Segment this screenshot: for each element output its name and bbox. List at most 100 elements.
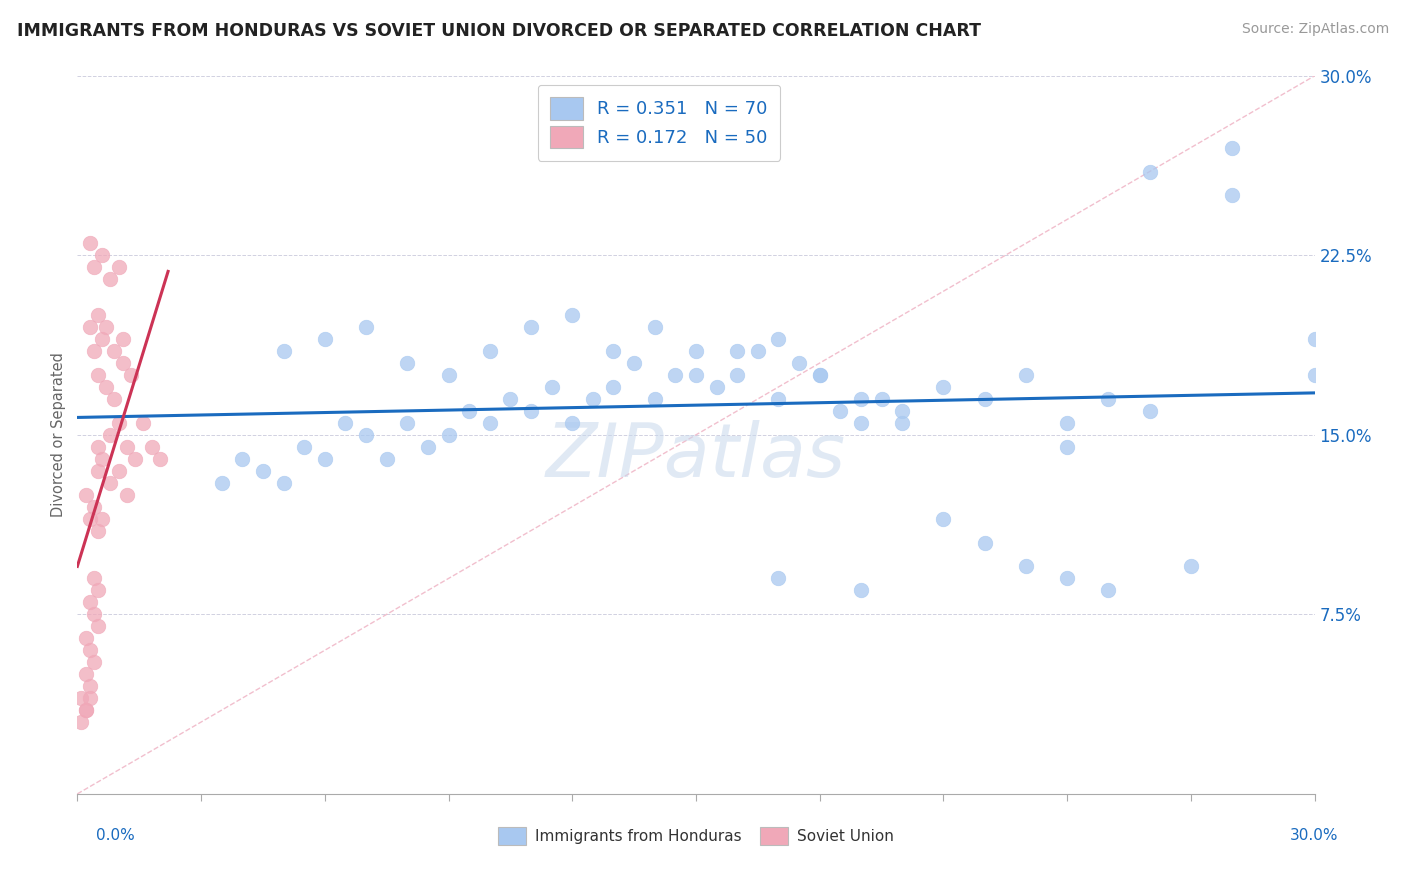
Point — [83, 260, 105, 275]
Point — [1097, 392, 1119, 406]
Point — [375, 451, 398, 466]
Point — [87, 464, 110, 478]
Point — [107, 260, 129, 275]
Point — [520, 404, 543, 418]
Point — [685, 368, 707, 382]
Point — [891, 416, 914, 430]
Point — [1015, 368, 1038, 382]
Point — [644, 320, 666, 334]
Point — [87, 308, 110, 322]
Point — [870, 392, 893, 406]
Point — [849, 392, 872, 406]
Point — [98, 272, 121, 286]
Point — [211, 475, 233, 490]
Text: ZIPatlas: ZIPatlas — [546, 420, 846, 492]
Point — [111, 332, 134, 346]
Point — [292, 440, 315, 454]
Point — [79, 595, 101, 609]
Point — [75, 488, 97, 502]
Text: 30.0%: 30.0% — [1291, 828, 1339, 843]
Point — [124, 451, 146, 466]
Point — [83, 655, 105, 669]
Point — [561, 416, 583, 430]
Point — [520, 320, 543, 334]
Point — [540, 380, 562, 394]
Point — [79, 679, 101, 693]
Point — [83, 607, 105, 622]
Point — [314, 332, 336, 346]
Point — [664, 368, 686, 382]
Point — [725, 344, 748, 359]
Point — [91, 248, 114, 262]
Point — [98, 427, 121, 442]
Point — [1303, 332, 1326, 346]
Point — [87, 524, 110, 538]
Point — [107, 464, 129, 478]
Point — [273, 344, 295, 359]
Point — [79, 691, 101, 706]
Point — [768, 332, 790, 346]
Point — [70, 715, 93, 730]
Point — [437, 427, 460, 442]
Text: IMMIGRANTS FROM HONDURAS VS SOVIET UNION DIVORCED OR SEPARATED CORRELATION CHART: IMMIGRANTS FROM HONDURAS VS SOVIET UNION… — [17, 22, 981, 40]
Point — [1220, 140, 1243, 154]
Point — [75, 703, 97, 717]
Point — [120, 368, 142, 382]
Point — [396, 356, 419, 370]
Point — [96, 380, 118, 394]
Point — [849, 416, 872, 430]
Point — [808, 368, 831, 382]
Point — [602, 380, 624, 394]
Point — [115, 488, 138, 502]
Point — [79, 320, 101, 334]
Point — [87, 368, 110, 382]
Point — [111, 356, 134, 370]
Point — [75, 703, 97, 717]
Point — [1139, 164, 1161, 178]
Point — [830, 404, 852, 418]
Point — [768, 571, 790, 585]
Point — [1220, 188, 1243, 202]
Point — [252, 464, 274, 478]
Point — [932, 511, 955, 525]
Point — [416, 440, 439, 454]
Point — [1056, 416, 1078, 430]
Text: 0.0%: 0.0% — [96, 828, 135, 843]
Point — [83, 571, 105, 585]
Point — [335, 416, 357, 430]
Point — [98, 475, 121, 490]
Legend: Immigrants from Honduras, Soviet Union: Immigrants from Honduras, Soviet Union — [489, 817, 903, 855]
Point — [70, 691, 93, 706]
Point — [91, 332, 114, 346]
Point — [849, 583, 872, 598]
Point — [787, 356, 810, 370]
Point — [75, 667, 97, 681]
Point — [499, 392, 522, 406]
Point — [103, 344, 125, 359]
Point — [808, 368, 831, 382]
Point — [87, 440, 110, 454]
Y-axis label: Divorced or Separated: Divorced or Separated — [51, 352, 66, 517]
Point — [747, 344, 769, 359]
Point — [107, 416, 129, 430]
Point — [973, 392, 995, 406]
Point — [1015, 559, 1038, 574]
Point — [231, 451, 253, 466]
Point — [91, 511, 114, 525]
Point — [273, 475, 295, 490]
Point — [1180, 559, 1202, 574]
Point — [396, 416, 419, 430]
Point — [75, 632, 97, 646]
Point — [623, 356, 645, 370]
Point — [79, 511, 101, 525]
Point — [132, 416, 155, 430]
Point — [141, 440, 163, 454]
Point — [932, 380, 955, 394]
Point — [973, 535, 995, 549]
Point — [685, 344, 707, 359]
Point — [1097, 583, 1119, 598]
Point — [478, 344, 501, 359]
Point — [582, 392, 605, 406]
Point — [458, 404, 481, 418]
Point — [706, 380, 728, 394]
